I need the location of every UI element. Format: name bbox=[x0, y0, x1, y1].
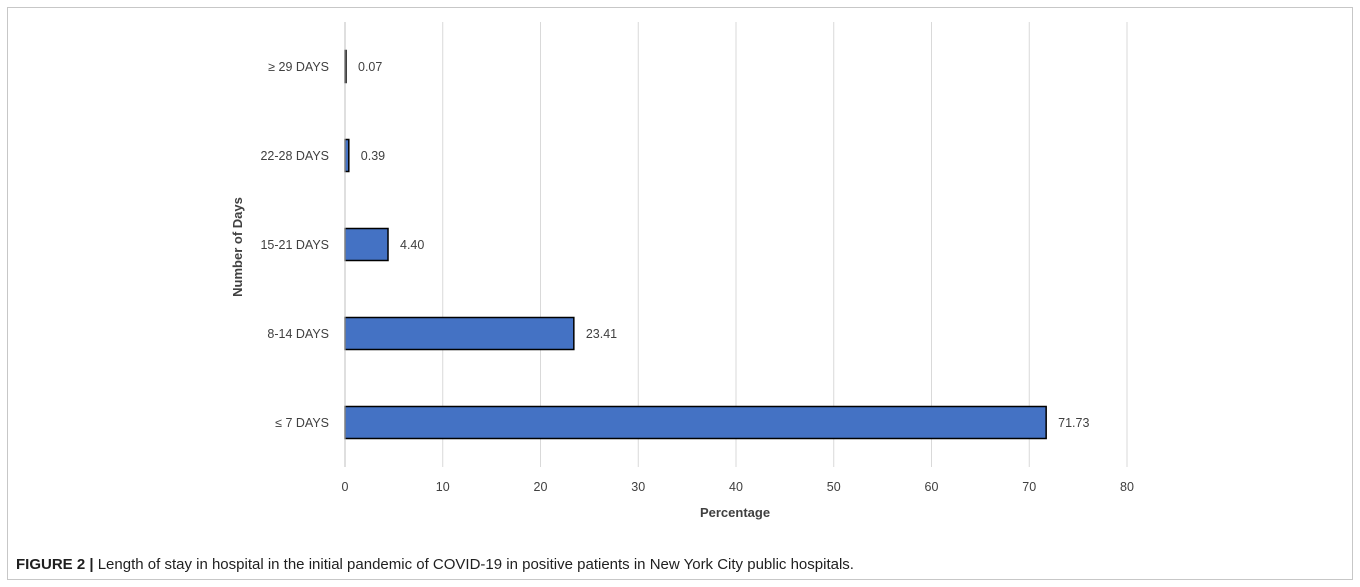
x-tick-label: 80 bbox=[1120, 480, 1134, 494]
category-label: ≤ 7 DAYS bbox=[275, 416, 329, 430]
data-label: 23.41 bbox=[586, 327, 617, 341]
x-tick-labels: 0 10 20 30 40 50 60 70 80 bbox=[342, 480, 1134, 494]
x-tick-label: 10 bbox=[436, 480, 450, 494]
x-axis-title: Percentage bbox=[700, 505, 770, 520]
data-label: 0.07 bbox=[358, 60, 382, 74]
category-label: 8-14 DAYS bbox=[267, 327, 329, 341]
figure-frame bbox=[7, 7, 1353, 580]
category-label: 15-21 DAYS bbox=[260, 238, 329, 252]
data-label: 0.39 bbox=[361, 149, 385, 163]
bar bbox=[344, 138, 350, 173]
x-tick-label: 50 bbox=[827, 480, 841, 494]
x-tick-label: 60 bbox=[925, 480, 939, 494]
category-label: 22-28 DAYS bbox=[260, 149, 329, 163]
data-label: 71.73 bbox=[1058, 416, 1089, 430]
caption-text: Length of stay in hospital in the initia… bbox=[93, 556, 854, 573]
figure-caption: FIGURE 2 | Length of stay in hospital in… bbox=[16, 556, 1346, 573]
x-tick-label: 30 bbox=[631, 480, 645, 494]
x-tick-label: 20 bbox=[534, 480, 548, 494]
bar bbox=[344, 316, 575, 351]
bar bbox=[344, 405, 1047, 440]
x-tick-label: 70 bbox=[1022, 480, 1036, 494]
data-labels: 71.73 23.41 4.40 0.39 0.07 bbox=[358, 60, 1089, 430]
category-label: ≥ 29 DAYS bbox=[268, 60, 329, 74]
gridlines bbox=[442, 22, 1128, 467]
bars bbox=[344, 49, 1047, 440]
figure-label: FIGURE 2 | bbox=[16, 556, 94, 573]
data-label: 4.40 bbox=[400, 238, 424, 252]
y-axis-title: Number of Days bbox=[230, 197, 245, 297]
x-tick-label: 40 bbox=[729, 480, 743, 494]
x-tick-label: 0 bbox=[342, 480, 349, 494]
bar bbox=[344, 227, 389, 262]
category-labels: ≤ 7 DAYS 8-14 DAYS 15-21 DAYS 22-28 DAYS ≥ 2… bbox=[260, 60, 329, 430]
